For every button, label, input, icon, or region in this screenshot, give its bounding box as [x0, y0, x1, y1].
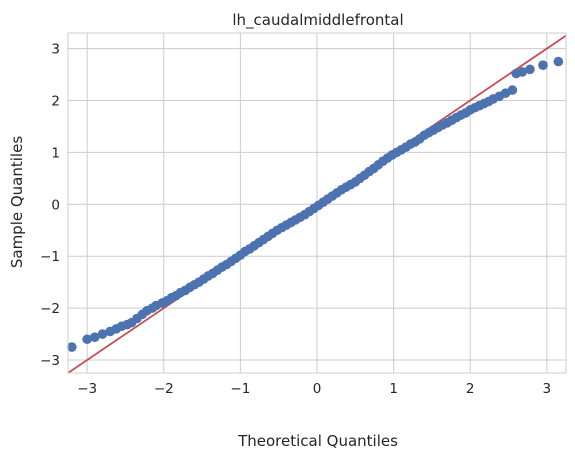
data-points [67, 56, 564, 352]
x-axis-label: Theoretical Quantiles [237, 432, 398, 450]
y-tick-label: −3 [40, 353, 60, 369]
x-tick-label: −3 [77, 381, 97, 397]
x-tick-label: −2 [154, 381, 174, 397]
y-tick-label: 0 [51, 197, 60, 213]
x-tick-label: 3 [543, 381, 552, 397]
tick-labels: −3 −3 −2 −2 −1 −1 0 0 1 1 2 2 3 3 [40, 42, 551, 397]
plot-frame [67, 32, 567, 374]
data-point [97, 329, 108, 339]
x-tick-label: 1 [389, 381, 398, 397]
x-tick-label: 0 [313, 381, 322, 397]
data-point [553, 56, 564, 67]
data-point [538, 60, 548, 70]
y-tick-label: 1 [51, 145, 60, 161]
x-tick-label: −1 [230, 381, 250, 397]
y-tick-label: −1 [40, 249, 60, 265]
data-point [67, 342, 77, 352]
y-tick-label: 3 [51, 42, 60, 58]
data-point [82, 334, 92, 345]
grid-lines [68, 33, 566, 373]
data-point [525, 64, 535, 75]
data-point [90, 332, 100, 342]
y-tick-label: −2 [40, 301, 60, 317]
y-tick-label: 2 [51, 93, 60, 109]
y-axis-label: Sample Quantiles [8, 136, 26, 268]
data-point [517, 67, 528, 77]
data-point [507, 85, 518, 95]
x-tick-label: 2 [466, 381, 475, 397]
chart-title: lh_caudalmiddlefrontal [232, 11, 403, 30]
